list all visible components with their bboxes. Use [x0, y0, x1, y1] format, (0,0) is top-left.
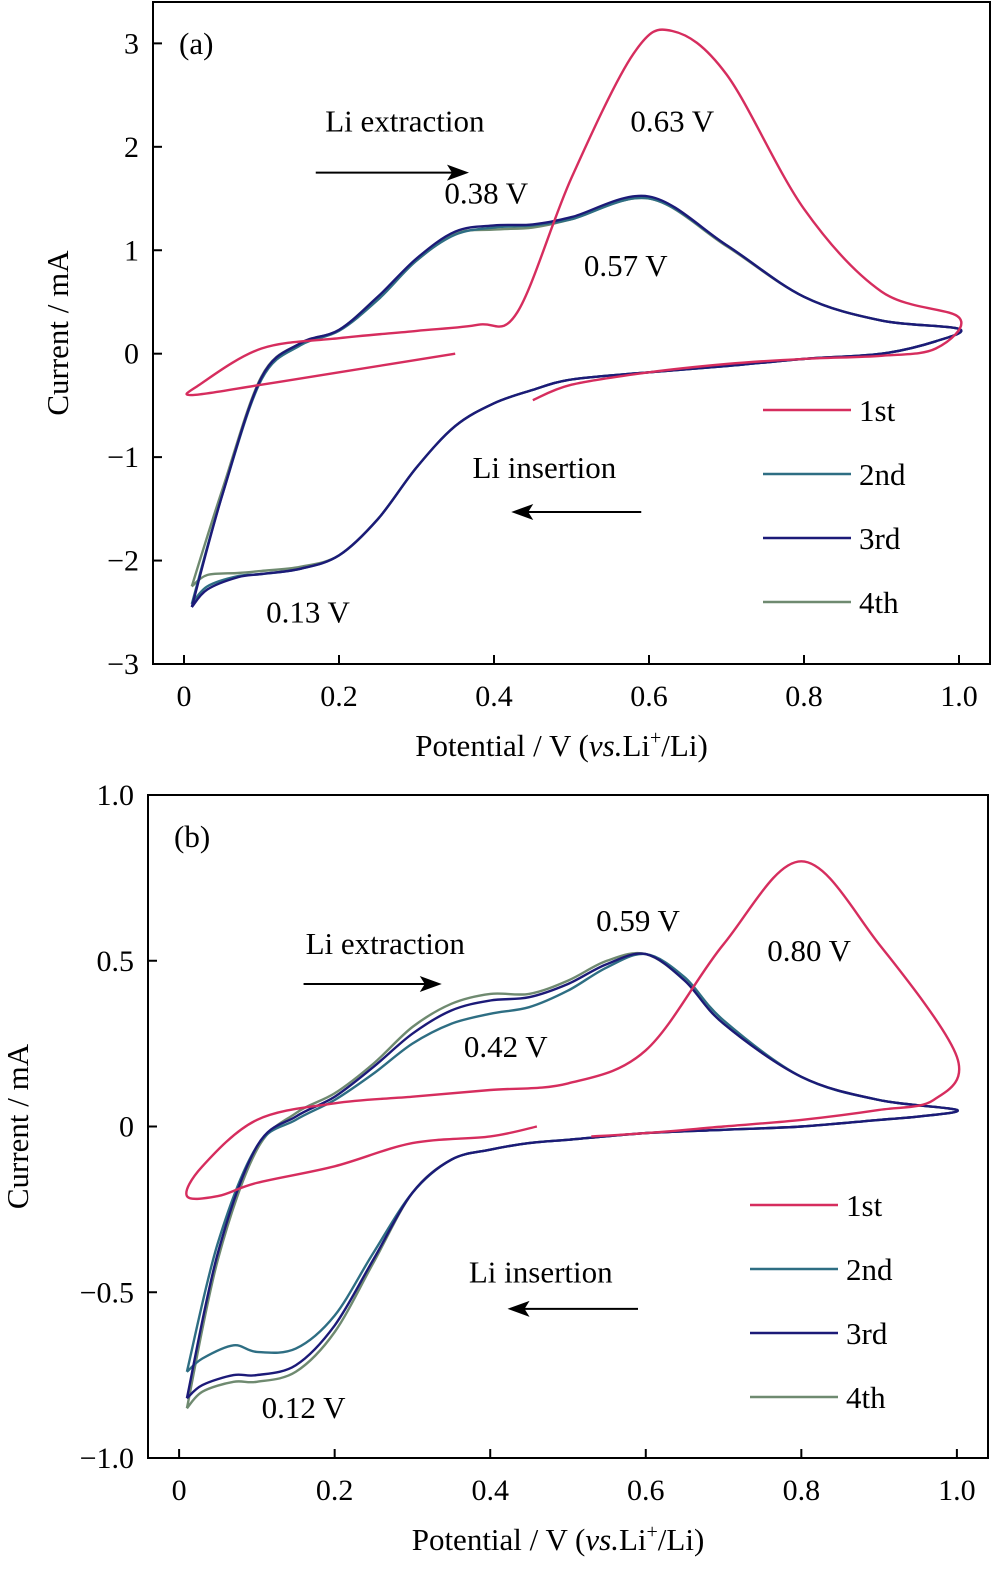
y-tick-label: 1 [124, 234, 139, 267]
legend-label-4th: 4th [859, 585, 899, 620]
x-axis-title-main: Potential / V ( [415, 728, 589, 763]
series-4th-line [187, 953, 958, 1408]
y-axis-title: Current / mA [40, 250, 75, 416]
panel-a: 0 0.2 0.4 0.6 0.8 1.0 −3 −2 −1 0 1 2 3 Potential / V … [40, 2, 990, 763]
x-tick-label: 0.6 [627, 1474, 665, 1507]
annotation-label: Li extraction [306, 926, 466, 961]
x-axis-title-sup: + [647, 1521, 658, 1543]
y-tick-label: 0 [124, 338, 139, 371]
y-tick-label: −2 [107, 545, 139, 578]
legend-label-1st: 1st [846, 1188, 883, 1223]
plot-frame [153, 2, 990, 664]
annotation-label: 0.12 V [262, 1390, 346, 1425]
legend: 1st 2nd 3rd 4th [750, 1188, 893, 1415]
y-tick-label: −1.0 [80, 1442, 134, 1475]
x-tick-label: 0.4 [471, 1474, 509, 1507]
x-axis-title-sup: + [650, 727, 661, 749]
legend-label-4th: 4th [846, 1380, 886, 1415]
x-axis-title-li: Li [622, 728, 650, 763]
legend-label-3rd: 3rd [846, 1316, 888, 1351]
x-tick-label: 0.8 [785, 680, 823, 713]
x-axis-title-italic: vs. [589, 728, 623, 763]
x-tick-label: 1.0 [940, 680, 978, 713]
annotation-label: 0.80 V [767, 933, 851, 968]
annotation-label: 0.13 V [266, 595, 350, 630]
annotation-label: Li extraction [325, 103, 485, 138]
x-axis-title: Potential / V (vs.Li+/Li) [412, 1521, 705, 1557]
annotation-label: 0.42 V [464, 1029, 548, 1064]
legend-label-1st: 1st [859, 393, 896, 428]
y-tick-label: −3 [107, 648, 139, 681]
series-1st-line [186, 861, 959, 1199]
y-tick-label: 0 [119, 1111, 134, 1144]
panel-b: 0 0.2 0.4 0.6 0.8 1.0 −1.0 −0.5 0 0.5 1.0 Potential… [0, 779, 988, 1557]
series-4th-line [192, 198, 962, 587]
annotation-label: Li insertion [469, 1254, 613, 1289]
x-axis-title-main: Potential / V ( [412, 1522, 586, 1557]
figure: 0 0.2 0.4 0.6 0.8 1.0 −3 −2 −1 0 1 2 3 Potential / V … [0, 0, 1000, 1571]
x-axis-title-end: /Li) [658, 1522, 705, 1557]
x-tick-label: 0.2 [320, 680, 358, 713]
series-3rd-line [192, 196, 962, 607]
panel-label: (b) [174, 819, 210, 854]
x-tick-label: 0.4 [475, 680, 513, 713]
x-axis-title-italic: vs. [585, 1522, 619, 1557]
x-tick-label: 0.6 [630, 680, 668, 713]
x-tick-label: 0.8 [783, 1474, 821, 1507]
x-axis-title: Potential / V (vs.Li+/Li) [415, 727, 708, 763]
x-axis-title-end: /Li) [661, 728, 708, 763]
annotation-label: 0.38 V [444, 176, 528, 211]
annotation-label: 0.59 V [596, 903, 680, 938]
panel-label: (a) [179, 26, 213, 61]
y-tick-label: 2 [124, 131, 139, 164]
y-tick-label: −0.5 [80, 1276, 134, 1309]
annotation-label: 0.63 V [630, 103, 714, 138]
y-tick-label: 3 [124, 27, 139, 60]
x-axis-title-li: Li [619, 1522, 647, 1557]
x-tick-label: 1.0 [938, 1474, 976, 1507]
x-tick-label: 0 [172, 1474, 187, 1507]
x-tick-label: 0.2 [316, 1474, 354, 1507]
x-tick-label: 0 [177, 680, 192, 713]
y-tick-label: 1.0 [97, 779, 135, 812]
legend-label-2nd: 2nd [846, 1252, 893, 1287]
series-3rd-line [187, 954, 958, 1399]
y-axis-title: Current / mA [0, 1043, 35, 1209]
y-tick-label: −1 [107, 441, 139, 474]
y-tick-label: 0.5 [97, 945, 135, 978]
annotation-label: Li insertion [472, 450, 616, 485]
legend-label-3rd: 3rd [859, 521, 901, 556]
legend-label-2nd: 2nd [859, 457, 906, 492]
annotation-label: 0.57 V [584, 248, 668, 283]
legend: 1st 2nd 3rd 4th [763, 393, 906, 620]
